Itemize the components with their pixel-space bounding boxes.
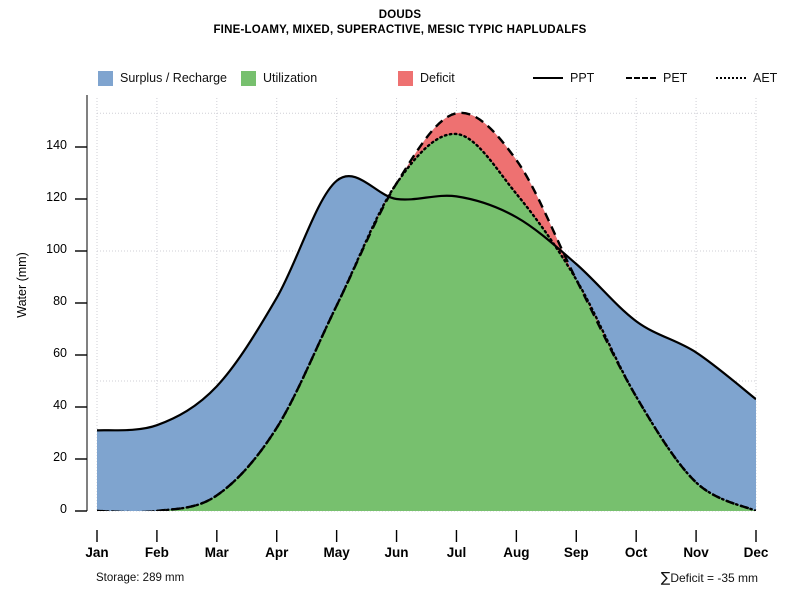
chart-legend: Surplus / Recharge Utilization Deficit PPT P… [98, 66, 777, 90]
x-axis-tick-label: Mar [204, 545, 229, 560]
x-axis-tick-label: Jul [446, 545, 467, 560]
x-axis-tick-label: May [323, 545, 350, 560]
chart-title: DOUDS FINE-LOAMY, MIXED, SUPERACTIVE, ME… [0, 8, 800, 38]
x-axis-tick-label: Oct [624, 545, 648, 560]
deficit-annotation-text: Deficit = -35 mm [670, 571, 758, 585]
x-axis-tick-label: Apr [265, 545, 289, 560]
legend-swatch-icon [241, 70, 256, 86]
y-axis-tick-label: 100 [46, 242, 67, 256]
y-axis-tick-label: 80 [53, 294, 67, 308]
y-axis-tick-label: 60 [53, 346, 67, 360]
x-axis-tick-label: Sep [563, 545, 589, 560]
x-axis-tick-label: Nov [683, 545, 709, 560]
legend-item-area: Surplus / Recharge [98, 66, 227, 90]
legend-swatch-icon [98, 70, 113, 86]
region-utilization-overlay [97, 133, 756, 511]
legend-swatch-icon [398, 70, 413, 86]
y-axis-tick-label: 140 [46, 138, 67, 152]
legend-line-icon [533, 71, 563, 85]
series-line-ppt [97, 175, 756, 432]
y-axis-tick-label: 40 [53, 398, 67, 412]
legend-label: Deficit [420, 71, 455, 85]
legend-label: PPT [570, 71, 595, 85]
legend-label: AET [753, 71, 778, 85]
title-primary: DOUDS [378, 9, 422, 21]
x-axis-tick-label: Jun [384, 545, 409, 560]
series-line-aet [97, 132, 756, 511]
sigma-icon: ∑ [660, 570, 671, 586]
legend-label: Surplus / Recharge [120, 71, 228, 85]
x-axis-tick-label: Dec [743, 545, 769, 560]
y-axis-tick-label: 120 [46, 190, 67, 204]
x-axis-tick-label: Aug [503, 545, 530, 560]
legend-item-area: Utilization [241, 66, 317, 90]
x-axis-tick-label: Feb [144, 545, 169, 560]
y-axis-label: Water (mm) [15, 252, 29, 318]
legend-line-icon [626, 71, 656, 85]
deficit-annotation: ∑Deficit = -35 mm [661, 570, 758, 586]
title-secondary: FINE-LOAMY, MIXED, SUPERACTIVE, MESIC TY… [213, 24, 587, 36]
legend-line-icon [716, 71, 746, 85]
legend-item-line: PPT [533, 66, 594, 90]
y-axis-tick-label: 20 [53, 450, 67, 464]
region-surplus-recharge [97, 112, 756, 511]
legend-item-area: Deficit [398, 66, 455, 90]
storage-annotation: Storage: 289 mm [96, 572, 185, 584]
legend-item-line: PET [626, 66, 687, 90]
legend-label: Utilization [263, 71, 318, 85]
legend-item-line: AET [716, 66, 777, 90]
legend-label: PET [663, 71, 688, 85]
x-axis-tick-label: Jan [85, 545, 109, 560]
y-axis-tick-label: 0 [60, 502, 67, 516]
